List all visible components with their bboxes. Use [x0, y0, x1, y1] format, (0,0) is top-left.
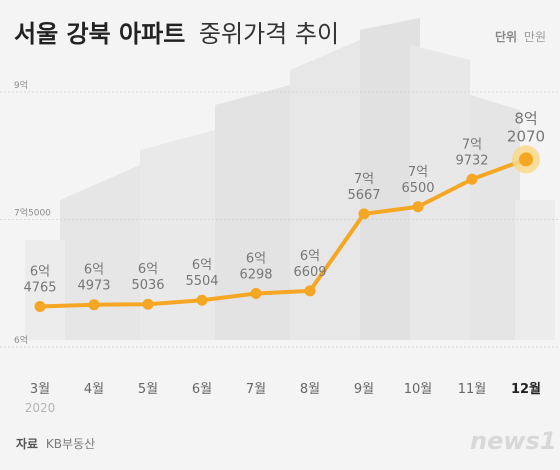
source-note: 자료 KB부동산 — [16, 436, 95, 451]
data-label-value: 6500 — [401, 181, 434, 196]
x-tick-label: 6월 — [192, 382, 212, 397]
data-point — [466, 173, 478, 185]
grid-lines — [0, 91, 560, 348]
data-point — [196, 294, 208, 306]
data-label-value: 9732 — [455, 153, 488, 168]
data-point — [142, 298, 154, 310]
y-tick-labels: 9억 7억5000 6억 — [14, 79, 51, 346]
data-point — [88, 299, 100, 311]
data-point — [412, 201, 424, 213]
x-tick-label: 9월 — [354, 382, 374, 397]
data-label-unit: 8억 — [514, 109, 537, 127]
x-tick-label: 10월 — [404, 382, 433, 397]
data-point — [250, 287, 262, 299]
svg-text:news1: news1 — [470, 427, 557, 455]
chart-title: 서울 강북 아파트 중위가격 추이 — [14, 20, 339, 48]
data-point — [304, 285, 316, 297]
data-label-value: 5036 — [131, 278, 164, 293]
year-label: 2020 — [25, 401, 56, 415]
data-label-unit: 6억 — [300, 249, 320, 264]
data-label-value: 4973 — [77, 279, 110, 294]
series-line-path — [38, 157, 528, 309]
y-tick-label: 9억 — [14, 79, 28, 91]
data-label-unit: 6억 — [192, 258, 212, 273]
y-tick-label: 7억5000 — [14, 207, 51, 219]
x-tick-label: 8월 — [300, 382, 320, 397]
x-tick-label: 7월 — [246, 382, 266, 397]
data-labels: 6억47656억49736억50366억55046억62986억66097억56… — [23, 109, 545, 295]
data-label-value: 6298 — [239, 267, 272, 282]
data-label-unit: 6억 — [246, 251, 266, 266]
x-tick-label: 4월 — [84, 382, 104, 397]
data-point — [358, 208, 370, 220]
data-label-value: 6609 — [293, 265, 326, 280]
x-tick-label: 11월 — [458, 382, 487, 397]
data-label-value: 4765 — [23, 280, 56, 295]
data-label-unit: 6억 — [138, 262, 158, 277]
data-label-value: 2070 — [507, 127, 545, 145]
data-point — [34, 300, 46, 312]
y-tick-label: 6억 — [14, 334, 28, 346]
data-label-unit: 7억 — [408, 165, 428, 180]
data-label-unit: 7억 — [354, 172, 374, 187]
data-label-value: 5667 — [347, 188, 380, 203]
data-label-unit: 6억 — [84, 263, 104, 278]
news1-logo: news1 — [470, 427, 557, 455]
apartment-buildings-illustration — [25, 18, 555, 340]
data-point — [519, 152, 533, 167]
data-points — [34, 145, 540, 312]
x-tick-label: 5월 — [138, 382, 158, 397]
data-label-value: 5504 — [185, 274, 218, 289]
unit-note: 단위 만원 — [495, 29, 546, 44]
data-label-unit: 7억 — [462, 137, 482, 152]
x-tick-label: 3월 — [30, 382, 50, 397]
x-axis: 3월 4월 5월 6월 7월 8월 9월 10월 11월 12월 2020 — [25, 381, 541, 415]
data-label-unit: 6억 — [30, 264, 50, 279]
x-tick-label: 12월 — [511, 381, 541, 397]
series-line — [38, 157, 528, 309]
